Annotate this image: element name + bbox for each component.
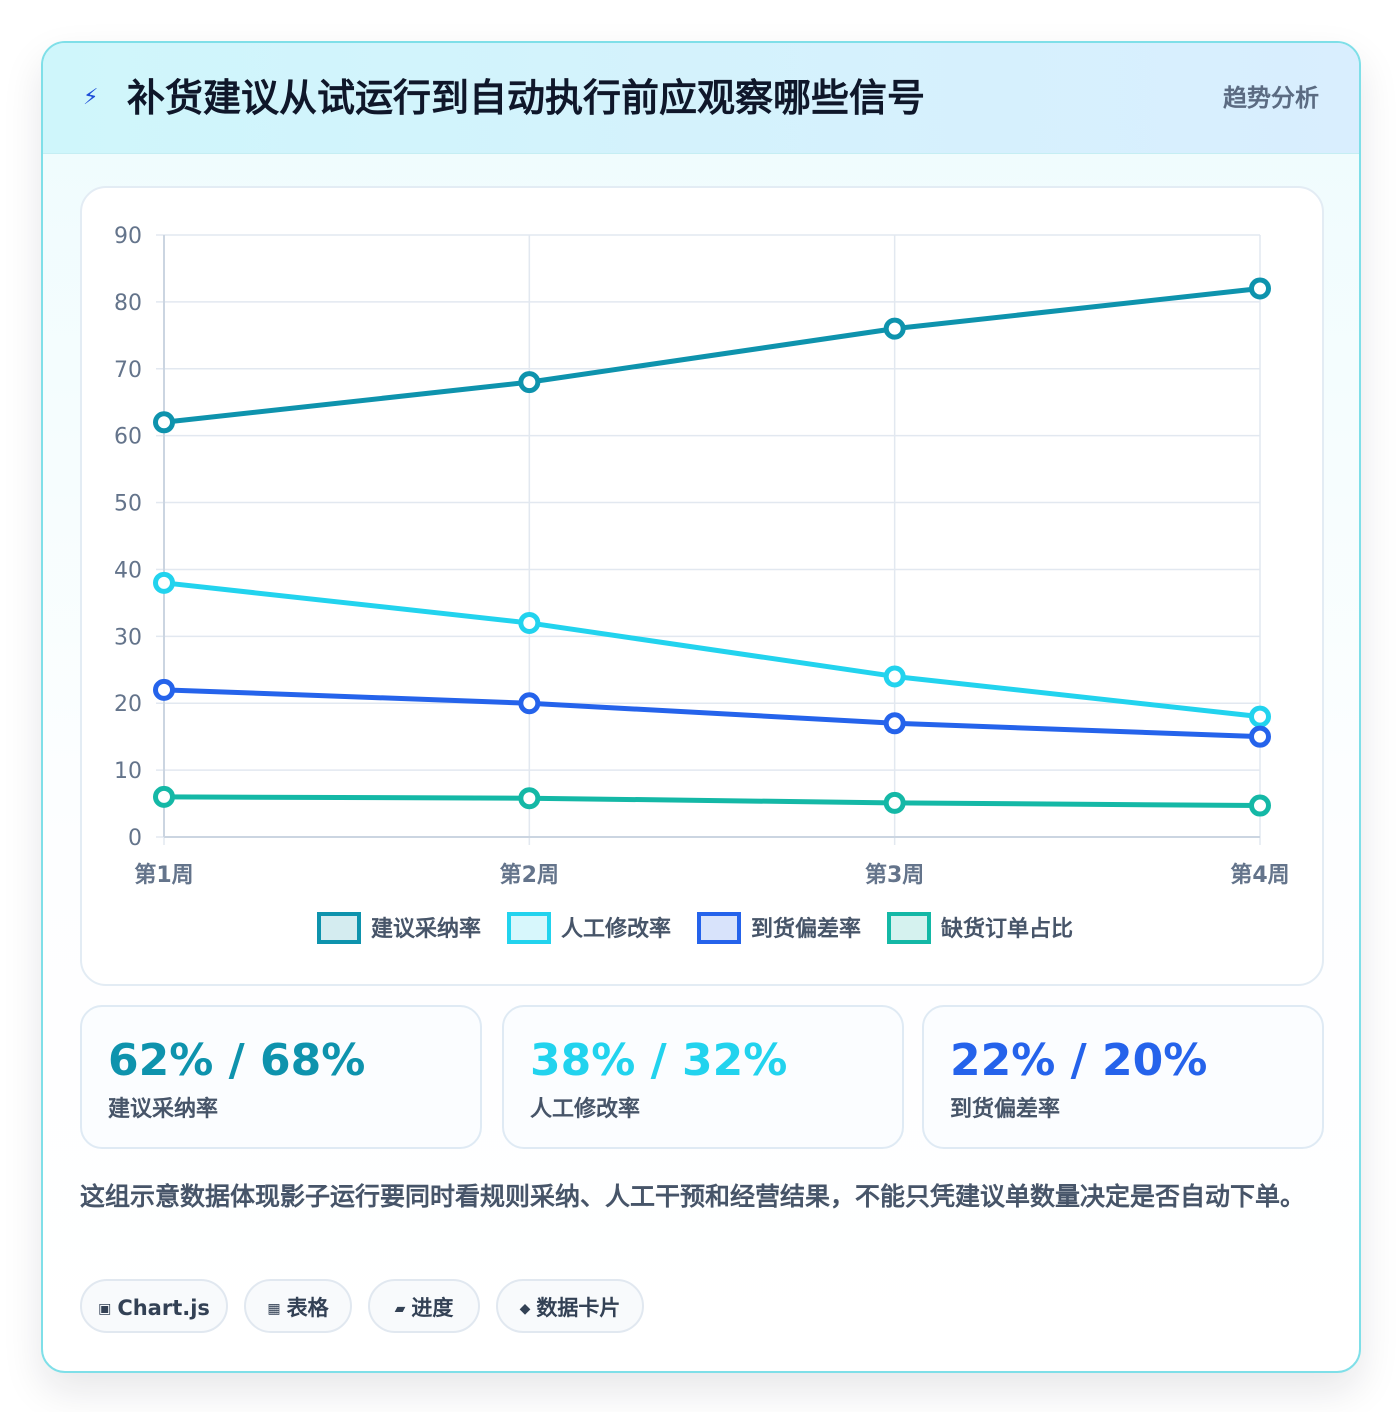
data-point xyxy=(153,785,175,808)
y-tick-label: 20 xyxy=(114,692,142,717)
stat-card-manual-edit: 38% / 32% 人工修改率 xyxy=(502,1005,904,1149)
data-point xyxy=(883,712,906,735)
data-point xyxy=(153,571,175,594)
chart-icon: ▣ xyxy=(98,1301,112,1317)
legend-label: 缺货订单占比 xyxy=(941,916,1073,942)
data-point xyxy=(518,611,541,634)
data-point xyxy=(883,665,906,688)
data-point xyxy=(518,787,541,810)
stat-label: 建议采纳率 xyxy=(108,1097,219,1122)
data-point xyxy=(1249,705,1271,728)
stat-value: 38% / 32% xyxy=(530,1035,788,1086)
legend-swatch xyxy=(507,912,551,944)
chip-label: 数据卡片 xyxy=(536,1296,621,1320)
stat-label: 人工修改率 xyxy=(530,1097,641,1122)
table-icon: ▦ xyxy=(267,1301,281,1317)
chip-label: 进度 xyxy=(411,1296,454,1320)
series-line-1 xyxy=(161,286,1263,425)
x-tick-label: 第4周 xyxy=(1230,862,1289,888)
card-header: ⚡ 补货建议从试运行到自动执行前应观察哪些信号 趋势分析 xyxy=(43,43,1359,154)
chip-progress[interactable]: ▰ 进度 xyxy=(368,1279,480,1333)
y-tick-label: 10 xyxy=(114,759,142,784)
data-point xyxy=(153,678,175,701)
progress-icon: ▰ xyxy=(394,1301,406,1317)
report-card: ⚡ 补货建议从试运行到自动执行前应观察哪些信号 趋势分析 0 10 20 30 40 50… xyxy=(41,41,1361,1373)
data-point xyxy=(518,371,541,394)
x-tick-label: 第3周 xyxy=(865,862,924,888)
y-tick-label: 90 xyxy=(114,224,142,249)
stat-card-arrival-deviation: 22% / 20% 到货偏差率 xyxy=(922,1005,1324,1149)
y-tick-label: 70 xyxy=(114,358,142,383)
y-tick-label: 50 xyxy=(114,492,142,517)
stat-label: 到货偏差率 xyxy=(950,1097,1061,1122)
data-point xyxy=(153,411,175,434)
data-point xyxy=(1249,725,1271,748)
stat-value: 62% / 68% xyxy=(108,1035,366,1086)
y-tick-label: 0 xyxy=(128,826,142,851)
x-tick-label: 第2周 xyxy=(500,862,559,888)
bolt-icon: ⚡ xyxy=(83,85,99,110)
data-point xyxy=(883,317,906,340)
page-title: 补货建议从试运行到自动执行前应观察哪些信号 xyxy=(127,76,926,120)
chip-data-cards[interactable]: ◆ 数据卡片 xyxy=(496,1279,644,1333)
stat-card-adoption: 62% / 68% 建议采纳率 xyxy=(80,1005,482,1149)
series-line-4 xyxy=(161,794,1263,809)
chip-table[interactable]: ▦ 表格 xyxy=(244,1279,352,1333)
legend-label: 人工修改率 xyxy=(561,916,671,942)
legend-swatch xyxy=(887,912,931,944)
legend-label: 到货偏差率 xyxy=(751,916,861,942)
chip-label: 表格 xyxy=(286,1296,329,1320)
chip-chartjs[interactable]: ▣ Chart.js xyxy=(80,1279,228,1333)
chart-panel: 0 10 20 30 40 50 60 70 80 90 第1周 第2周 第3周 第4周建议采纳率 人工修改… xyxy=(80,186,1324,986)
data-point xyxy=(1249,277,1271,300)
legend-label: 建议采纳率 xyxy=(371,916,481,942)
data-point xyxy=(1249,794,1271,817)
series-line-3 xyxy=(161,687,1263,740)
legend-swatch xyxy=(697,912,741,944)
chip-label: Chart.js xyxy=(117,1296,210,1320)
x-tick-label: 第1周 xyxy=(134,862,193,888)
y-tick-label: 30 xyxy=(114,625,142,650)
y-tick-label: 40 xyxy=(114,558,142,583)
data-point xyxy=(518,692,541,715)
diamond-icon: ◆ xyxy=(519,1301,531,1317)
data-point xyxy=(883,791,906,814)
summary-note: 这组示意数据体现影子运行要同时看规则采纳、人工干预和经营结果，不能只凭建议单数量… xyxy=(80,1182,1306,1211)
stat-value: 22% / 20% xyxy=(950,1035,1208,1086)
legend-swatch xyxy=(317,912,361,944)
category-tag: 趋势分析 xyxy=(1223,84,1319,112)
series-line-2 xyxy=(161,580,1263,720)
y-tick-label: 60 xyxy=(114,425,142,450)
y-tick-label: 80 xyxy=(114,291,142,316)
